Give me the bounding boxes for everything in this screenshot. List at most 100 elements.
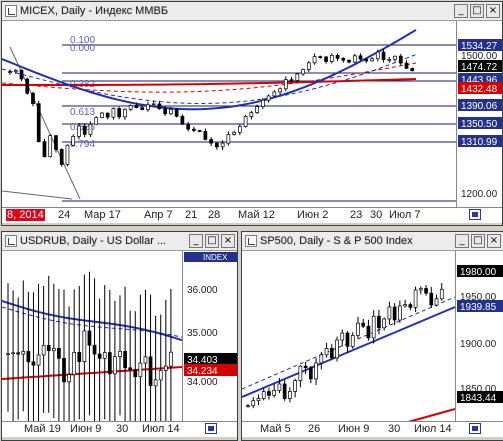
micex-candle [272, 91, 277, 97]
micex-candle [117, 108, 122, 118]
date-label: Июл 14 [142, 423, 180, 435]
close-button[interactable]: × [221, 234, 235, 248]
sp500-price-scale[interactable]: 1980.00 1950.00 1939.85 1900.00 1850.00 1843.… [455, 251, 503, 421]
maximize-button[interactable]: □ [205, 234, 219, 248]
micex-titlebar[interactable]: MICEX, Daily - Индекс ММВБ _ □ × [2, 2, 502, 21]
minimize-button[interactable]: _ [455, 234, 469, 248]
sp500-scale-toggle-button[interactable] [469, 423, 481, 434]
sp500-candle [256, 398, 261, 402]
micex-plot-area[interactable]: 0.000 0.382 0.613 0.526 0.794 0.100 [2, 21, 456, 207]
micex-candle [398, 55, 403, 64]
price-level-label: 1939.85 [460, 302, 497, 313]
usdrub-price-chart [2, 271, 182, 421]
usdrub-titlebar[interactable]: USDRUB, Daily - US Dollar ... _ □ × [2, 232, 237, 251]
usdrub-price-scale[interactable]: INDEX 36.000 35.000 34.403 34.234 34.000 [182, 251, 237, 421]
price-level-label: 1534.27 [461, 41, 498, 52]
micex-candle [140, 107, 145, 111]
close-button[interactable]: × [487, 234, 501, 248]
sp500-candle [282, 383, 287, 399]
micex-candle [94, 117, 99, 125]
sp500-candle [298, 365, 303, 381]
red-moving-average [408, 408, 455, 421]
micex-candle [192, 128, 196, 131]
usdrub-candle [72, 352, 77, 375]
usdrub-scale-toggle-button[interactable] [205, 423, 217, 434]
sp500-date-axis[interactable]: Май 5 26 Июн 9 30 Июл 14 [242, 421, 503, 437]
usdrub-candle [169, 351, 173, 367]
date-label: 30 [388, 423, 401, 435]
date-label: Мар 17 [84, 209, 121, 221]
date-label: 30 [116, 423, 129, 435]
micex-candle [306, 62, 311, 70]
micex-candle [260, 99, 265, 107]
price-level-box [184, 364, 237, 376]
fibonacci-level-label: 0.613 [70, 107, 95, 118]
micex-scale-toggle-button[interactable] [469, 209, 481, 220]
sp500-window-title: SP500, Daily - S & P 500 Index [260, 235, 413, 247]
usdrub-candle [107, 352, 112, 375]
sp500-candle [392, 306, 397, 321]
micex-candle [381, 51, 386, 60]
price-level-label: 34.403 [187, 355, 218, 366]
usdrub-window-title: USDRUB, Daily - US Dollar ... [20, 235, 167, 247]
micex-candle [289, 79, 294, 81]
sp500-plot-area[interactable] [242, 251, 455, 421]
minimize-button[interactable]: _ [189, 234, 203, 248]
sp500-candle [366, 325, 371, 339]
micex-candle [151, 103, 156, 106]
sp500-candle [361, 322, 366, 327]
usdrub-candle [153, 379, 158, 387]
usdrub-plot-area[interactable] [2, 251, 182, 421]
micex-price-scale[interactable]: 1534.27 1500.00 1474.72 1443.96 1432.48 1390.… [456, 21, 502, 207]
maximize-button[interactable]: □ [471, 234, 485, 248]
close-button[interactable]: × [486, 4, 500, 18]
sp500-candle [377, 315, 381, 329]
chart-window-icon [5, 235, 17, 247]
sp500-candle [413, 289, 418, 308]
price-level-label: 1390.06 [461, 101, 498, 112]
usdrub-candle [123, 350, 127, 369]
micex-candle [410, 68, 415, 72]
usdrub-candle [138, 362, 143, 378]
index-header-label: INDEX [203, 253, 228, 262]
micex-candle [375, 51, 380, 60]
micex-candle [220, 142, 225, 148]
usdrub-candle [92, 344, 97, 355]
micex-candle [169, 109, 173, 115]
micex-candle [312, 56, 317, 64]
sp500-candle [324, 348, 329, 356]
sp500-candle [329, 348, 334, 359]
micex-candle [82, 125, 87, 135]
micex-candle [8, 71, 12, 74]
micex-date-axis[interactable]: 8, 2014 24 Мар 17 Апр 7 21 28 Май 12 Июн 2 23 30 И… [2, 207, 502, 223]
sp500-candle [356, 322, 360, 336]
sp500-candle [251, 400, 256, 407]
price-level-label: 36.000 [187, 285, 218, 296]
micex-candle [134, 105, 139, 108]
date-label: Июн 2 [297, 209, 329, 221]
date-label: Июл 14 [414, 423, 452, 435]
sp500-candle [345, 332, 350, 347]
usdrub-candle [26, 351, 31, 363]
price-level-label: 1980.00 [460, 267, 497, 278]
micex-candle [163, 108, 168, 115]
price-level-box [458, 82, 502, 94]
date-label: Июл 7 [389, 209, 421, 221]
minimize-button[interactable]: _ [454, 4, 468, 18]
sp500-titlebar[interactable]: SP500, Daily - S & P 500 Index _ □ × [242, 232, 503, 251]
usdrub-date-axis[interactable]: Май 19 Июн 9 30 Июл 14 [2, 421, 237, 437]
micex-candle [174, 109, 179, 117]
micex-candle [59, 149, 64, 165]
fibonacci-level-label: 0.526 [70, 122, 95, 133]
micex-candle [77, 125, 81, 137]
red-moving-average [2, 366, 182, 380]
usdrub-candle [163, 365, 168, 371]
date-label: Май 12 [238, 209, 275, 221]
price-level-box [458, 117, 502, 129]
micex-candle [226, 134, 231, 144]
price-level-label: 1843.44 [460, 393, 497, 404]
usdrub-candle [31, 361, 36, 366]
maximize-button[interactable]: □ [470, 4, 484, 18]
sp500-candle [246, 405, 250, 408]
